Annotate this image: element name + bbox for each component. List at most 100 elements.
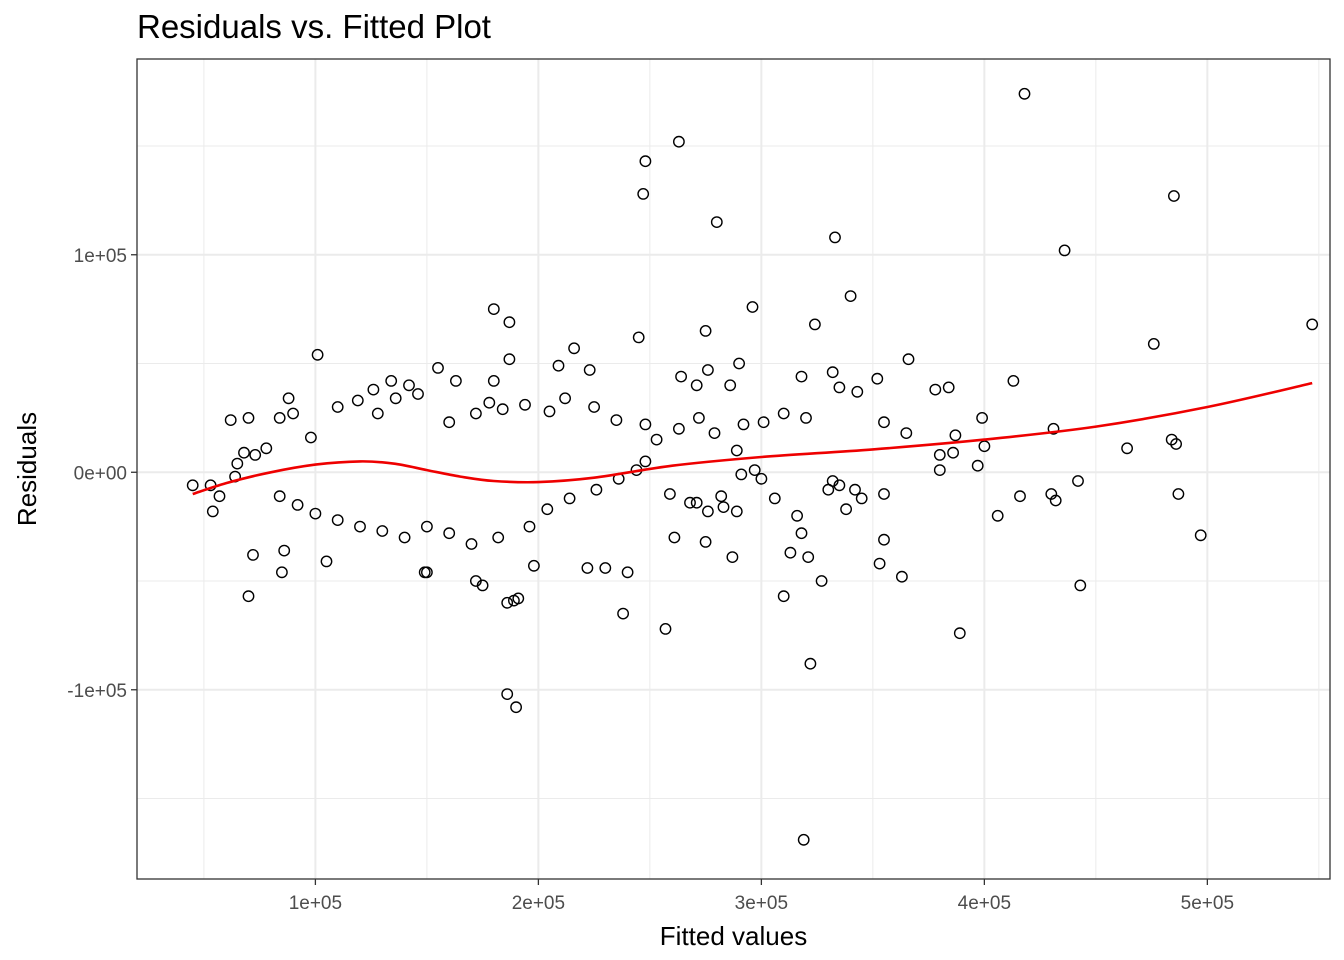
data-point [1147, 337, 1160, 350]
data-point [503, 353, 516, 366]
data-point [487, 374, 500, 387]
data-point [231, 457, 244, 470]
data-point [840, 503, 852, 516]
x-tick-label: 5e+05 [1181, 893, 1234, 914]
data-point [724, 379, 737, 392]
data-point [389, 392, 402, 405]
data-point [795, 370, 808, 383]
data-point [599, 562, 612, 574]
data-point [1172, 488, 1185, 500]
data-point [1014, 490, 1026, 503]
data-point [186, 479, 199, 492]
data-point [755, 472, 768, 485]
data-point [632, 331, 645, 344]
data-point [900, 427, 913, 439]
data-point [1074, 579, 1087, 592]
data-point [942, 381, 955, 394]
data-point [469, 575, 482, 587]
data-point [826, 366, 839, 379]
data-point [541, 503, 554, 516]
data-point [708, 427, 721, 439]
data-point [583, 364, 596, 376]
data-point [311, 348, 324, 361]
data-point [717, 501, 730, 513]
data-point [639, 418, 652, 431]
data-point [371, 407, 384, 420]
data-point [621, 566, 634, 579]
y-axis-title: Residuals [12, 412, 42, 526]
data-point [726, 551, 739, 563]
data-point [1194, 529, 1207, 542]
data-point [1121, 442, 1134, 455]
data-point [1170, 438, 1183, 450]
data-point [282, 392, 295, 405]
data-point [510, 701, 522, 714]
data-point [639, 455, 652, 468]
data-point [242, 590, 255, 603]
data-point [291, 498, 304, 511]
data-point [784, 546, 797, 559]
data-point [668, 531, 681, 544]
data-point [650, 433, 663, 446]
data-point [702, 364, 714, 376]
data-point [795, 527, 808, 540]
data-point [354, 520, 366, 533]
data-point [699, 324, 712, 337]
data-point [278, 544, 291, 557]
data-point [501, 688, 514, 700]
data-point [420, 520, 433, 533]
y-tick-label: 1e+05 [74, 246, 127, 267]
data-point [206, 505, 219, 518]
data-point [213, 490, 226, 503]
data-point [1165, 433, 1178, 446]
data-point [929, 383, 942, 396]
data-point [748, 464, 761, 476]
data-point [351, 394, 364, 407]
data-point [559, 392, 571, 405]
data-point [693, 411, 705, 424]
data-point [501, 596, 514, 609]
data-point [449, 374, 462, 387]
data-point [746, 301, 759, 313]
data-point [978, 440, 991, 453]
data-point [702, 505, 714, 518]
data-point [543, 405, 556, 418]
data-point [715, 490, 728, 503]
data-point [933, 464, 946, 476]
data-point [469, 407, 482, 420]
data-point [590, 483, 603, 496]
data-point [690, 379, 703, 392]
y-tick-label: -1e+05 [67, 681, 127, 702]
data-point [552, 359, 565, 372]
data-point [1007, 374, 1020, 387]
data-point [896, 570, 908, 583]
data-point [304, 431, 317, 444]
data-point [1168, 190, 1180, 202]
data-point [432, 361, 444, 374]
data-point [757, 416, 770, 429]
data-point [933, 448, 946, 461]
data-point [878, 416, 890, 429]
data-point [710, 216, 723, 229]
data-point [673, 135, 685, 148]
data-point [1072, 475, 1084, 487]
data-point [690, 496, 703, 509]
data-point [849, 483, 861, 496]
data-point [777, 590, 790, 603]
data-point [412, 388, 424, 400]
data-point [238, 446, 250, 459]
data-point [804, 657, 817, 670]
data-point [528, 559, 540, 572]
data-point [873, 557, 886, 570]
scatter-points [186, 87, 1319, 846]
data-point [309, 507, 322, 520]
data-point [733, 357, 745, 370]
data-point [1306, 318, 1319, 331]
data-point [403, 379, 415, 392]
data-point [367, 383, 380, 396]
data-point [730, 444, 743, 457]
data-point [800, 411, 812, 424]
data-point [976, 411, 988, 424]
data-point [855, 492, 868, 505]
data-point [730, 505, 743, 518]
